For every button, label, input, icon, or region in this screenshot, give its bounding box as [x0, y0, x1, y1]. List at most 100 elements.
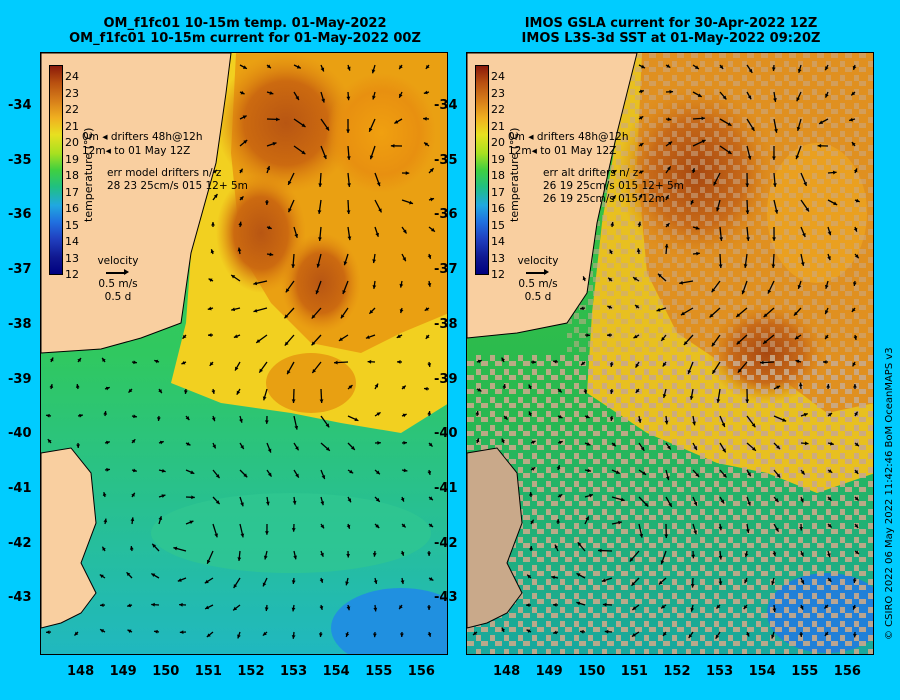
colorbar-tick-label: 17 — [65, 185, 79, 199]
current-vector-head — [664, 243, 669, 248]
current-vector-head — [776, 385, 781, 390]
right-error-line-3: 26 19 25cm/s 015 12m — [543, 193, 666, 205]
current-vector-head — [607, 333, 611, 337]
current-vector-head — [272, 142, 277, 146]
current-vector-head — [824, 310, 829, 315]
current-vector-head — [772, 183, 777, 187]
current-vector-head — [800, 470, 805, 475]
current-vector-head — [259, 368, 263, 373]
colorbar-tick-label: 22 — [65, 103, 79, 116]
current-vector-head — [131, 439, 136, 444]
current-vector-head — [576, 601, 581, 606]
current-vector-head — [405, 171, 410, 175]
current-vector-head — [609, 390, 614, 394]
current-vector-head — [265, 531, 269, 535]
current-vector-head — [745, 210, 750, 214]
current-vector-head — [321, 475, 326, 480]
warm-core — [216, 53, 356, 193]
current-vector-head — [751, 423, 756, 428]
current-vector-head — [639, 116, 644, 120]
colorbar-tick-label: 24 — [491, 70, 505, 83]
current-vector-head — [46, 413, 50, 418]
current-vector-head — [557, 388, 562, 393]
current-vector-head — [743, 264, 748, 268]
current-vector-head — [748, 68, 753, 73]
current-vector-head — [354, 417, 359, 422]
current-vector-head — [771, 634, 775, 639]
current-vector-head — [425, 334, 430, 339]
current-vector-head — [693, 446, 697, 451]
current-vector-head — [267, 472, 272, 477]
current-vector-head — [475, 411, 480, 415]
current-vector-head — [629, 557, 634, 562]
current-vector-head — [372, 259, 377, 264]
current-vector-head — [662, 362, 667, 367]
current-vector-head — [690, 200, 695, 205]
current-vector-head — [803, 181, 807, 186]
colorbar-tick-label: 15 — [491, 218, 505, 232]
current-vector-head — [798, 382, 803, 387]
current-vector-head — [346, 210, 351, 214]
current-vector-head — [852, 282, 857, 286]
current-vector-head — [318, 633, 323, 637]
right-map-svg — [467, 53, 873, 654]
current-vector-head — [320, 524, 324, 529]
current-vector-head — [693, 501, 698, 506]
current-vector-head — [696, 251, 700, 256]
current-vector-head — [206, 633, 211, 638]
current-vector-head — [291, 528, 296, 532]
longitude-tick-label: 148 — [67, 664, 95, 679]
left-map-panel[interactable] — [40, 52, 448, 655]
current-vector-head — [319, 578, 324, 583]
current-vector-head — [342, 290, 346, 295]
latitude-tick-label: -37 — [434, 262, 458, 278]
current-vector-head — [243, 473, 248, 478]
latitude-tick-label: -43 — [434, 590, 458, 606]
current-vector-head — [106, 467, 110, 472]
longitude-tick-label: 152 — [237, 664, 265, 679]
current-vector-head — [693, 530, 697, 535]
current-vector-head — [587, 468, 592, 473]
current-vector-head — [427, 254, 432, 259]
current-vector-head — [211, 221, 215, 226]
current-vector-head — [267, 225, 272, 230]
current-vector-head — [803, 413, 808, 417]
cool-patch — [331, 588, 447, 654]
current-vector-head — [211, 417, 216, 422]
current-vector-head — [827, 496, 832, 501]
current-vector-head — [347, 236, 352, 241]
current-vector-head — [528, 384, 533, 389]
colorbar-tick-label: 18 — [65, 169, 79, 182]
current-vector-head — [586, 333, 590, 338]
longitude-tick-label: 153 — [706, 664, 734, 679]
current-vector-head — [718, 555, 723, 560]
current-vector-head — [214, 533, 218, 538]
current-vector-head — [182, 334, 187, 339]
current-vector-head — [849, 117, 854, 122]
current-vector-head — [585, 516, 589, 521]
right-map-panel[interactable] — [466, 52, 874, 655]
colorbar-tick-label: 22 — [491, 103, 505, 116]
current-vector-head — [718, 526, 723, 531]
current-vector-head — [346, 156, 351, 160]
current-vector-head — [240, 90, 245, 95]
current-vector-head — [608, 277, 613, 282]
current-vector-head — [799, 605, 804, 610]
current-vector-head — [551, 575, 556, 580]
current-vector-head — [751, 446, 756, 451]
latitude-tick-label: -39 — [8, 371, 32, 387]
longitude-tick-label: 153 — [280, 664, 308, 679]
current-vector-head — [680, 311, 685, 316]
colorbar-tick-label: 23 — [65, 86, 79, 100]
current-vector-head — [295, 446, 299, 451]
longitude-tick-label: 150 — [578, 664, 606, 679]
right-velocity-key: velocity 0.5 m/s 0.5 d — [508, 255, 568, 304]
current-vector-head — [320, 67, 325, 72]
current-vector-head — [639, 143, 644, 147]
current-vector-head — [683, 341, 688, 345]
current-vector-head — [817, 143, 822, 148]
latitude-tick-label: -36 — [8, 207, 32, 223]
current-vector-head — [311, 341, 316, 346]
current-vector-head — [319, 605, 324, 610]
current-vector-head — [158, 516, 163, 521]
